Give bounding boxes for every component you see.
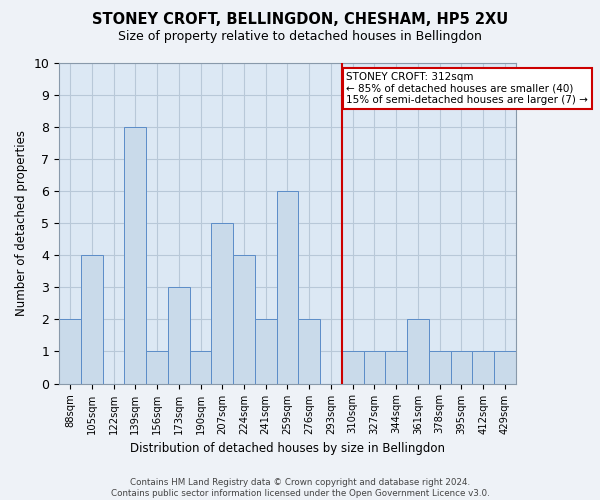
Bar (81, 255, 103, 384)
Bar (211, 223, 233, 384)
Text: STONEY CROFT, BELLINGDON, CHESHAM, HP5 2XU: STONEY CROFT, BELLINGDON, CHESHAM, HP5 2… (92, 12, 508, 28)
Bar (124, 126, 146, 384)
Bar (255, 320, 277, 384)
Bar (190, 352, 211, 384)
Bar (233, 255, 255, 384)
Bar (298, 320, 320, 384)
Bar (385, 352, 407, 384)
Bar (494, 352, 516, 384)
Text: Size of property relative to detached houses in Bellingdon: Size of property relative to detached ho… (118, 30, 482, 43)
Bar (146, 352, 168, 384)
Text: STONEY CROFT: 312sqm
← 85% of detached houses are smaller (40)
15% of semi-detac: STONEY CROFT: 312sqm ← 85% of detached h… (346, 72, 588, 106)
Bar (364, 352, 385, 384)
Bar (451, 352, 472, 384)
Bar (407, 320, 429, 384)
Bar (168, 287, 190, 384)
Bar (429, 352, 451, 384)
X-axis label: Distribution of detached houses by size in Bellingdon: Distribution of detached houses by size … (130, 442, 445, 455)
Bar (342, 352, 364, 384)
Bar (472, 352, 494, 384)
Y-axis label: Number of detached properties: Number of detached properties (15, 130, 28, 316)
Text: Contains HM Land Registry data © Crown copyright and database right 2024.
Contai: Contains HM Land Registry data © Crown c… (110, 478, 490, 498)
Bar (59, 320, 81, 384)
Bar (277, 191, 298, 384)
